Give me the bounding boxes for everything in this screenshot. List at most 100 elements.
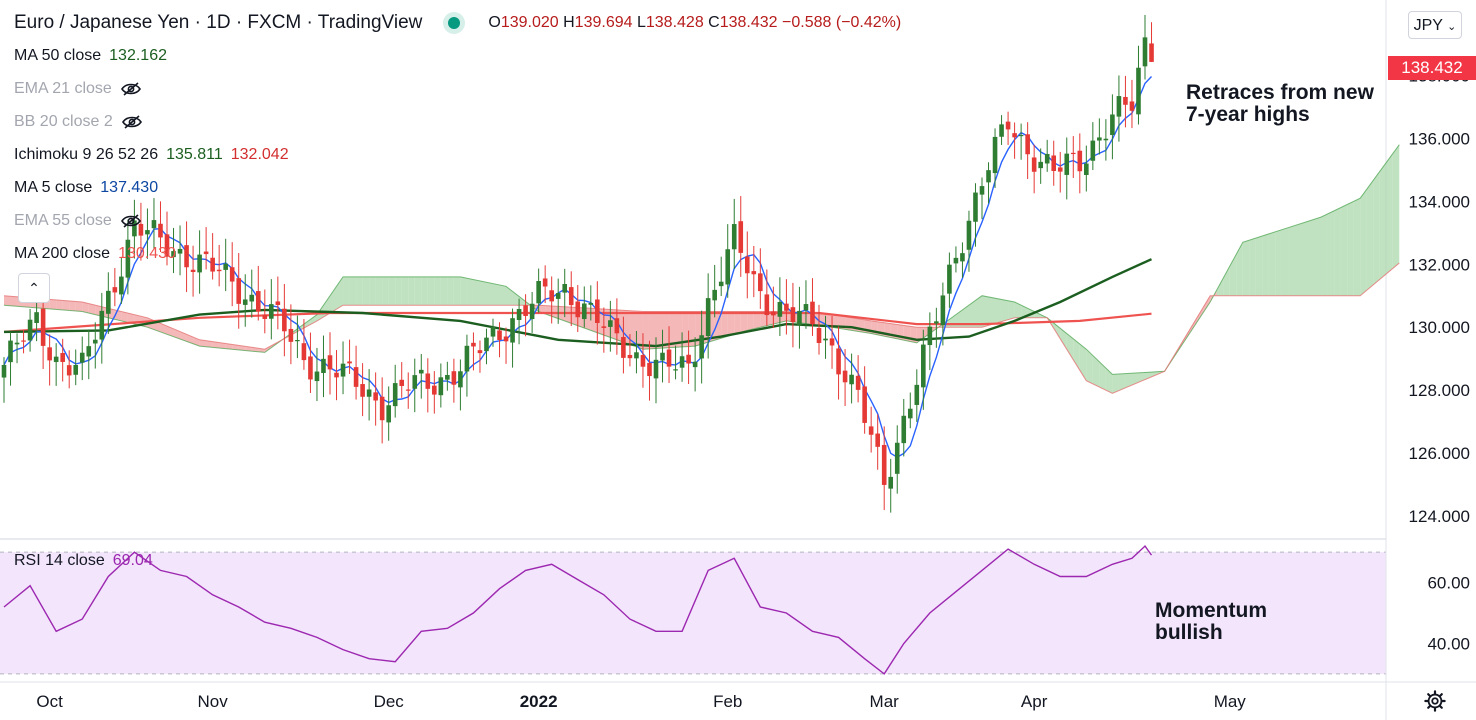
candle	[608, 300, 613, 352]
candle-body	[295, 340, 300, 342]
candle-body	[164, 234, 170, 257]
candle-body	[177, 248, 183, 254]
candle	[197, 230, 202, 294]
candle	[875, 414, 880, 470]
eye-off-icon[interactable]	[120, 81, 142, 97]
candle	[210, 233, 215, 280]
candle-body	[327, 355, 333, 370]
candle	[634, 330, 639, 374]
cloud-segment	[212, 341, 220, 348]
candle	[236, 253, 242, 329]
cloud-segment	[636, 311, 643, 350]
symbol-title[interactable]: Euro / Japanese Yen · 1D · FXCM · Tradin…	[14, 12, 423, 33]
candle-body	[1057, 167, 1063, 172]
candle-body	[366, 389, 372, 397]
candle	[647, 340, 652, 401]
cloud-segment	[1275, 229, 1282, 296]
cloud-segment	[753, 311, 761, 329]
cloud-segment	[1308, 219, 1315, 296]
candle-body	[901, 415, 907, 444]
time-tick-label: Apr	[1021, 692, 1048, 711]
candle-body	[634, 352, 639, 359]
candle-body	[979, 186, 985, 195]
candle-body	[699, 335, 704, 359]
candle-body	[816, 328, 822, 343]
candle	[379, 377, 385, 444]
candle-body	[1103, 138, 1109, 141]
candle-body	[190, 269, 196, 272]
legend-ichimoku[interactable]: Ichimoku 9 26 52 26 135.811 132.042	[14, 146, 289, 163]
candle	[640, 333, 646, 388]
candle-body	[236, 278, 242, 304]
legend-ma50[interactable]: MA 50 close 132.162	[14, 47, 167, 64]
candle	[60, 338, 65, 382]
currency-button[interactable]: JPY ⌄	[1408, 11, 1462, 39]
cloud-segment	[682, 311, 689, 347]
legend-ma5[interactable]: MA 5 close 137.430	[14, 179, 159, 196]
cloud-segment	[675, 311, 683, 348]
candle-body	[1025, 134, 1030, 155]
candle	[758, 248, 763, 309]
ma50-line	[3, 258, 1152, 348]
legend-rsi[interactable]: RSI 14 close 69.04	[14, 552, 153, 569]
candle-body	[536, 281, 541, 304]
candle	[510, 308, 515, 368]
candle	[516, 298, 522, 345]
price-tick-label: 128.000	[1409, 381, 1470, 400]
eye-off-icon[interactable]	[121, 114, 143, 130]
legend-ma200[interactable]: MA 200 close 130.430	[14, 245, 176, 262]
candle	[21, 330, 26, 354]
candle-body	[542, 278, 548, 287]
candle	[445, 361, 450, 391]
candle	[158, 201, 163, 253]
candle-body	[438, 377, 444, 396]
candle-body	[1136, 67, 1141, 115]
cloud-segment	[642, 311, 650, 350]
candle-body	[575, 301, 581, 318]
candle	[542, 265, 548, 304]
cloud-segment	[466, 278, 474, 306]
legend-bb20[interactable]: BB 20 close 2	[14, 113, 143, 131]
candle-body	[758, 273, 763, 292]
candle-body	[1097, 137, 1102, 141]
candle	[1116, 75, 1122, 142]
candle	[373, 372, 378, 426]
candle	[536, 268, 541, 313]
candle	[471, 332, 476, 371]
cloud-segment	[519, 296, 526, 306]
candle	[614, 298, 620, 355]
legend-ema55[interactable]: EMA 55 close	[14, 212, 142, 230]
candle-body	[151, 220, 157, 229]
candle	[321, 335, 326, 398]
candle	[797, 286, 802, 349]
candle-body	[484, 337, 489, 352]
cloud-segment	[1216, 278, 1224, 296]
candle-body	[425, 373, 431, 389]
gear-icon[interactable]	[1424, 690, 1446, 712]
candle-body	[40, 308, 46, 346]
candle-body	[718, 281, 724, 287]
candle-body	[203, 251, 209, 255]
cloud-segment	[88, 303, 96, 315]
candle-body	[692, 361, 698, 368]
cloud-segment	[369, 276, 376, 306]
eye-off-icon[interactable]	[120, 213, 142, 229]
time-tick-label: Feb	[713, 692, 742, 711]
cloud-segment	[760, 311, 767, 328]
candle	[568, 271, 574, 327]
candle-body	[581, 303, 587, 320]
legend-ema21[interactable]: EMA 21 close	[14, 80, 142, 98]
candle	[112, 268, 118, 307]
candle	[718, 256, 724, 297]
candle-body	[588, 302, 594, 305]
candle	[751, 245, 757, 298]
rsi-line	[3, 545, 1153, 675]
candle	[973, 183, 978, 247]
candle	[849, 353, 854, 404]
collapse-legend-button[interactable]: ⌃	[18, 273, 50, 303]
annotation-retrace: Retraces from new 7-year highs	[1186, 81, 1374, 126]
candle-body	[960, 253, 965, 262]
cloud-segment	[225, 343, 233, 350]
candle-body	[712, 289, 717, 301]
